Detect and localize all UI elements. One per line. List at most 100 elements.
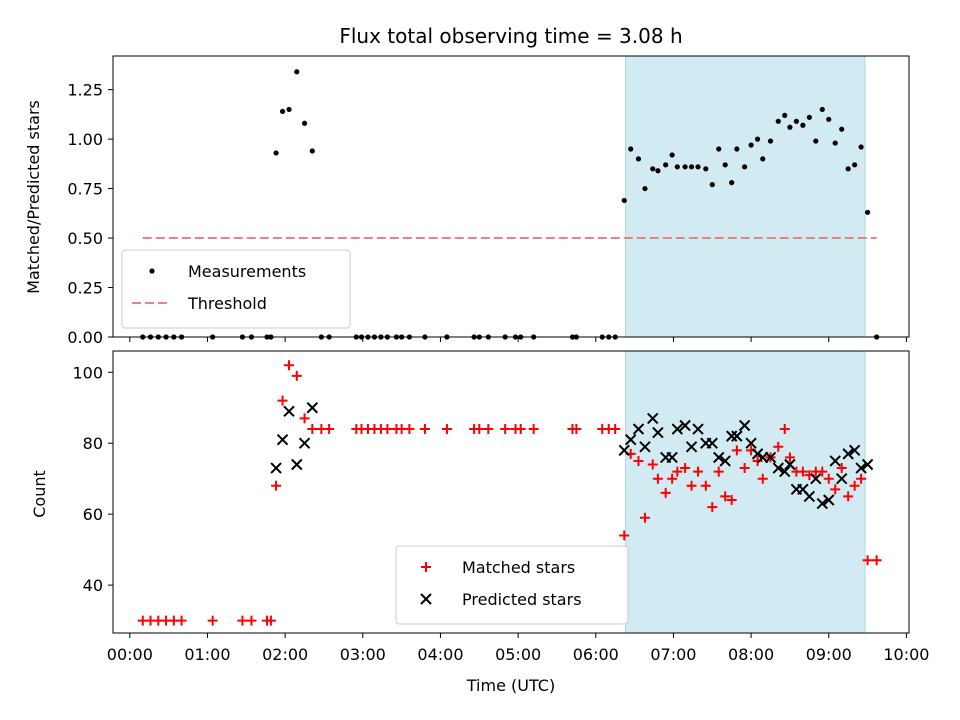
- top-axes: 0.00 0.25 0.50 0.75 1.00 1.25 Measurements Thre…: [67, 55, 910, 347]
- legend-label: Predicted stars: [462, 590, 582, 609]
- series-matched-stars: [137, 360, 882, 626]
- x-tick-label: 05:00: [495, 645, 541, 664]
- data-point: [642, 185, 648, 192]
- data-point: [871, 555, 882, 566]
- data-point: [842, 448, 854, 460]
- data-point: [731, 445, 742, 456]
- legend-marker: [149, 268, 155, 274]
- legend-label: Threshold: [187, 294, 267, 313]
- x-tick-label: 06:00: [573, 645, 619, 664]
- data-point: [813, 138, 819, 144]
- data-point: [277, 395, 288, 406]
- data-point: [782, 112, 788, 118]
- data-point: [571, 424, 582, 435]
- data-point: [817, 466, 828, 477]
- data-point: [663, 162, 669, 168]
- data-point: [324, 424, 335, 435]
- data-point: [797, 466, 808, 477]
- data-point: [700, 480, 711, 491]
- data-point: [856, 473, 867, 484]
- data-point: [483, 424, 494, 435]
- data-point: [276, 433, 289, 446]
- data-point: [474, 424, 485, 435]
- data-point: [652, 473, 663, 484]
- data-point: [722, 162, 728, 168]
- data-point: [635, 156, 642, 162]
- data-point: [639, 441, 651, 453]
- data-point: [843, 491, 854, 502]
- y-tick-label: 0.75: [67, 180, 103, 199]
- data-point: [861, 458, 874, 471]
- x-tick-label: 10:00: [883, 645, 929, 664]
- data-point: [647, 412, 659, 425]
- data-point: [176, 615, 187, 626]
- data-point: [270, 462, 282, 474]
- y-tick-label: 80: [83, 434, 103, 453]
- data-point: [839, 126, 845, 132]
- x-tick-label: 09:00: [806, 645, 852, 664]
- data-point: [680, 463, 691, 474]
- data-point: [742, 164, 748, 170]
- data-point: [767, 138, 774, 144]
- plot-frame: [112, 55, 910, 338]
- data-point: [682, 164, 688, 170]
- data-point: [693, 466, 704, 477]
- data-point: [667, 473, 678, 484]
- data-point: [784, 452, 795, 463]
- data-point: [830, 484, 841, 495]
- data-point: [738, 419, 751, 432]
- data-point: [803, 490, 816, 503]
- legend-label: Matched stars: [462, 558, 575, 577]
- legend-marker: [421, 562, 431, 572]
- data-point: [745, 437, 757, 449]
- data-point: [748, 142, 754, 148]
- x-tick-label: 04:00: [417, 645, 463, 664]
- data-point: [713, 451, 725, 464]
- y-tick-label: 0.00: [67, 328, 103, 347]
- data-point: [810, 472, 822, 485]
- data-point: [500, 424, 511, 435]
- x-tick-label: 01:00: [184, 645, 230, 664]
- data-point: [672, 466, 683, 477]
- data-point: [806, 114, 812, 120]
- data-point: [671, 423, 684, 435]
- data-point: [864, 209, 871, 215]
- plot-frame: [112, 350, 910, 634]
- bottom-y-axis-label: Count: [30, 470, 49, 518]
- data-point: [441, 424, 452, 435]
- data-point: [739, 463, 750, 474]
- x-tick-label: 07:00: [650, 645, 696, 664]
- data-point: [772, 462, 784, 474]
- data-point: [829, 455, 841, 467]
- observing-window-shade: [625, 56, 865, 337]
- y-tick-label: 0.25: [67, 279, 103, 298]
- data-point: [686, 480, 697, 491]
- data-point: [823, 473, 834, 484]
- data-point: [610, 424, 621, 435]
- data-point: [695, 164, 701, 170]
- data-point: [621, 197, 627, 204]
- chart-title: Flux total observing time = 3.08 h: [339, 24, 682, 48]
- data-point: [706, 437, 718, 449]
- x-axis-label: Time (UTC): [466, 676, 555, 695]
- y-tick-label: 40: [83, 576, 103, 595]
- data-point: [237, 615, 248, 626]
- data-point: [632, 423, 645, 435]
- legend-marker: [420, 593, 432, 605]
- y-tick-label: 0.50: [67, 229, 103, 248]
- legend: Measurements Threshold: [121, 249, 351, 329]
- data-point: [731, 430, 743, 442]
- x-tick-label: 02:00: [262, 645, 308, 664]
- data-point: [666, 451, 678, 464]
- data-point: [528, 424, 539, 435]
- data-point: [787, 124, 793, 130]
- data-point: [628, 146, 634, 152]
- legend-box: [121, 249, 351, 329]
- data-point: [298, 437, 311, 449]
- data-point: [382, 424, 393, 435]
- data-point: [679, 419, 691, 432]
- data-point: [734, 146, 740, 152]
- data-point: [307, 424, 318, 435]
- data-point: [707, 502, 718, 513]
